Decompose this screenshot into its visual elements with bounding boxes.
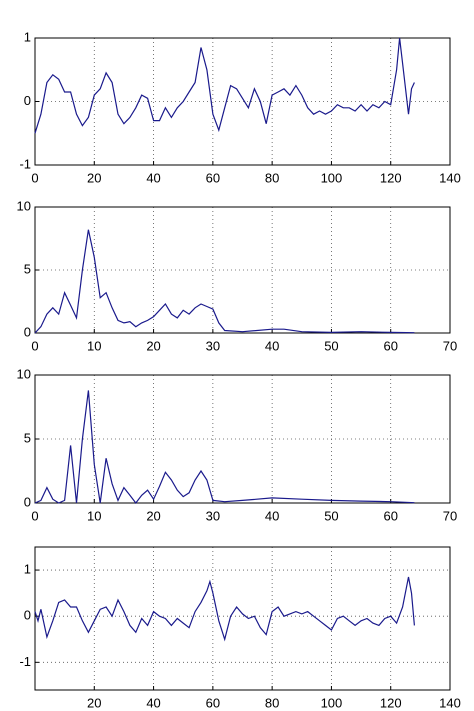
y-tick-label: 10 <box>17 366 31 381</box>
x-tick-label: 40 <box>265 338 279 353</box>
x-tick-label: 10 <box>87 338 101 353</box>
x-tick-label: 40 <box>265 508 279 523</box>
y-tick-label: -1 <box>19 654 31 669</box>
x-tick-label: 60 <box>383 508 397 523</box>
x-tick-label: 70 <box>443 338 457 353</box>
x-tick-label: 20 <box>87 695 101 710</box>
x-tick-label: 20 <box>146 338 160 353</box>
plot-frame <box>34 546 451 691</box>
data-line <box>34 576 415 642</box>
y-tick-label: 0 <box>24 608 31 623</box>
x-tick-label: 50 <box>324 338 338 353</box>
x-tick-label: 60 <box>206 170 220 185</box>
y-tick-label: 5 <box>24 430 31 445</box>
y-tick-label: 0 <box>24 324 31 339</box>
x-tick-label: 140 <box>439 170 461 185</box>
x-tick-label: 50 <box>324 508 338 523</box>
y-tick-label: 0 <box>24 494 31 509</box>
x-tick-label: 0 <box>31 170 38 185</box>
y-tick-label: 5 <box>24 261 31 276</box>
data-line <box>34 37 415 134</box>
x-tick-label: 10 <box>87 508 101 523</box>
x-tick-label: 100 <box>321 170 343 185</box>
x-tick-label: 30 <box>206 338 220 353</box>
x-tick-label: 0 <box>31 338 38 353</box>
plot-frame <box>34 206 451 334</box>
x-tick-label: 120 <box>380 170 402 185</box>
plot-frame <box>34 374 451 504</box>
x-tick-label: 70 <box>443 508 457 523</box>
x-tick-label: 60 <box>206 695 220 710</box>
x-tick-label: 100 <box>321 695 343 710</box>
y-tick-label: -1 <box>19 156 31 171</box>
data-line <box>34 229 415 334</box>
x-tick-label: 20 <box>87 170 101 185</box>
x-tick-label: 140 <box>439 695 461 710</box>
plot-frame <box>34 37 451 166</box>
x-tick-label: 40 <box>146 170 160 185</box>
data-line <box>34 390 415 504</box>
x-tick-label: 60 <box>383 338 397 353</box>
x-tick-label: 40 <box>146 695 160 710</box>
x-tick-label: 0 <box>31 508 38 523</box>
x-tick-label: 80 <box>265 170 279 185</box>
y-tick-label: 1 <box>24 29 31 44</box>
x-tick-label: 120 <box>380 695 402 710</box>
x-tick-label: 30 <box>206 508 220 523</box>
y-tick-label: 10 <box>17 198 31 213</box>
y-tick-label: 1 <box>24 562 31 577</box>
x-tick-label: 80 <box>265 695 279 710</box>
y-tick-label: 0 <box>24 93 31 108</box>
x-tick-label: 20 <box>146 508 160 523</box>
